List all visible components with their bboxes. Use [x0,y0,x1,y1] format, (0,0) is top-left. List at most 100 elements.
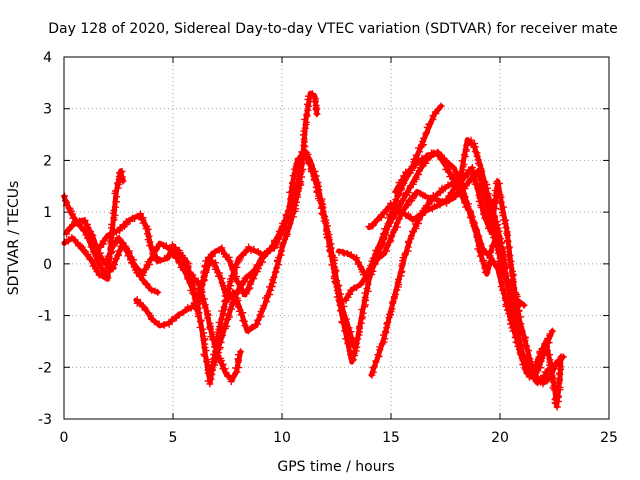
data-point [361,289,369,297]
data-point [415,170,422,178]
y-tick-label: 4 [43,50,52,66]
data-point [548,327,556,335]
x-tick-label: 5 [169,430,178,446]
data-series [61,90,567,411]
data-point [229,372,237,380]
y-tick-label: -2 [38,360,52,376]
data-point [61,238,69,246]
data-point [104,259,112,267]
data-point [145,232,153,240]
data-point [399,172,407,180]
data-point [396,190,403,198]
data-point [105,253,113,261]
data-point [515,307,523,315]
data-point [110,206,118,214]
data-point [398,197,406,205]
data-point [544,366,552,374]
data-point [321,212,329,220]
data-point [474,237,482,244]
data-point [347,335,355,343]
data-point [415,144,422,152]
data-point [460,151,468,159]
data-point [374,215,381,223]
data-point [219,282,227,290]
data-point [384,220,392,228]
data-point [146,311,154,319]
y-tick-label: -1 [38,309,52,325]
data-point [233,263,241,271]
data-point [525,361,533,369]
data-point [470,222,478,230]
data-point [437,188,444,196]
data-point [508,324,516,332]
data-point [268,283,276,290]
data-point [175,259,183,266]
data-point [345,331,353,339]
data-point [284,215,292,223]
data-point [445,160,453,168]
data-point [362,274,370,282]
data-point [367,262,375,270]
data-point [494,261,502,269]
data-point [208,336,216,343]
data-point [208,257,216,265]
data-point [403,202,411,210]
data-point [221,286,229,294]
data-point [476,161,484,169]
data-point [350,343,358,351]
data-point [227,378,235,386]
data-point [164,254,172,262]
data-point [295,179,303,187]
data-point [366,265,373,273]
data-point [116,224,124,231]
data-point [460,161,468,168]
data-point [229,265,237,273]
data-point [499,259,507,267]
data-point [407,232,415,240]
data-point [288,194,296,202]
x-tick-label: 25 [600,430,618,446]
data-point [501,263,509,271]
data-point [416,148,423,156]
data-point [438,198,446,206]
data-point [334,287,342,294]
data-point [184,267,192,274]
data-point [490,260,498,268]
data-point [285,206,293,214]
data-point [386,238,394,246]
data-point [339,248,347,256]
data-point [500,251,508,259]
data-point [248,268,256,276]
x-tick-label: 0 [60,430,69,446]
x-tick-label: 10 [273,430,291,446]
data-point [380,338,388,346]
data-point [294,155,302,163]
data-point [498,205,506,213]
data-point [461,193,469,201]
data-point [120,241,128,249]
data-point [369,221,377,229]
data-point [409,192,417,200]
data-point [313,188,321,196]
data-point [272,268,280,276]
data-point [204,261,212,269]
data-point [224,311,232,319]
data-point [194,312,202,320]
data-point [201,352,209,360]
data-point [319,211,327,219]
data-point [234,258,242,266]
y-tick-label: 2 [43,153,52,169]
data-point [230,371,238,379]
data-point [559,353,567,361]
data-point [301,153,309,161]
data-point [531,370,539,378]
series-track-11 [368,164,552,387]
data-point [149,250,157,258]
data-point [156,256,164,264]
data-point [270,273,278,281]
data-point [383,320,391,328]
data-point [393,286,401,294]
data-point [502,224,510,232]
x-tick-label: 15 [382,430,400,446]
